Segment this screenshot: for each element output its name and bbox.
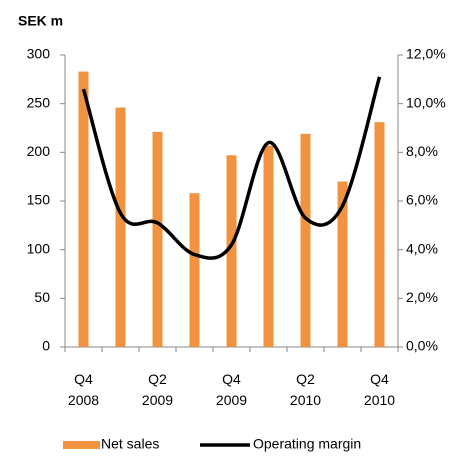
y-tick-label: 250 xyxy=(27,94,51,110)
y2-tick-label: 10,0% xyxy=(406,94,446,110)
bar xyxy=(152,131,163,347)
bar xyxy=(189,193,200,347)
bar xyxy=(263,145,274,347)
bar xyxy=(226,155,237,347)
x-tick-label: Q4 2009 xyxy=(215,371,248,408)
x-tick-label: Q4 2008 xyxy=(67,371,100,408)
legend-label: Operating margin xyxy=(253,436,361,452)
y2-tick-label: 12,0% xyxy=(406,46,446,62)
y2-tick-label: 0,0% xyxy=(406,338,438,354)
y2-tick-label: 8,0% xyxy=(406,143,438,159)
y-tick-label: 0 xyxy=(42,338,50,354)
x-tick-label: Q2 2010 xyxy=(289,371,322,408)
line xyxy=(81,76,382,260)
y-tick-label: 300 xyxy=(27,46,51,62)
y-tick-label: 150 xyxy=(27,192,51,208)
bar xyxy=(115,107,126,347)
x-tick-label: Q4 2010 xyxy=(363,371,396,408)
y-axis-label: SEK m xyxy=(18,13,63,29)
y-tick-label: 50 xyxy=(34,289,50,305)
y-tick-label: 200 xyxy=(27,143,51,159)
legend-label: Net sales xyxy=(101,436,159,452)
y2-tick-label: 4,0% xyxy=(406,240,438,256)
bar xyxy=(374,122,385,347)
bar xyxy=(78,71,89,348)
legend-swatch xyxy=(63,441,100,449)
bar xyxy=(300,133,311,347)
y-tick-label: 100 xyxy=(27,240,51,256)
bar xyxy=(337,181,348,347)
y2-tick-label: 2,0% xyxy=(406,289,438,305)
y2-tick-label: 6,0% xyxy=(406,192,438,208)
x-tick-label: Q2 2009 xyxy=(141,371,174,408)
